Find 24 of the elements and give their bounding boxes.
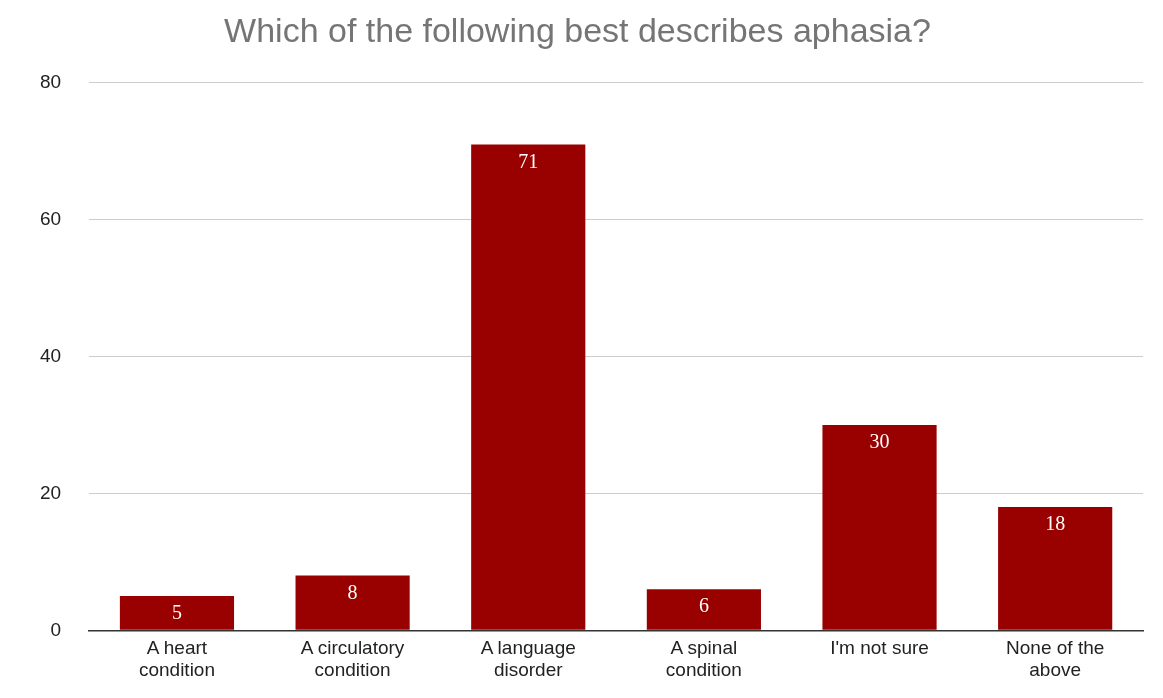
x-tick-label: A spinal condition <box>665 637 742 681</box>
bar <box>471 144 586 630</box>
bar <box>646 589 761 630</box>
y-tick-label: 60 <box>39 207 62 229</box>
data-label: 18 <box>1045 512 1066 535</box>
y-tick-label: 20 <box>39 481 62 503</box>
data-label: 30 <box>869 430 890 453</box>
data-label: 71 <box>518 149 539 172</box>
y-tick-label: 80 <box>39 71 62 93</box>
x-tick-label: None of the above <box>1006 637 1105 681</box>
x-tick-label: I'm not sure <box>830 637 929 659</box>
data-label: 8 <box>347 580 358 603</box>
bar <box>998 507 1113 630</box>
bar <box>822 424 937 630</box>
y-tick-label: 0 <box>50 618 62 640</box>
bar <box>295 575 410 630</box>
x-tick-label: A heart condition <box>138 637 215 681</box>
data-label: 6 <box>698 594 709 617</box>
y-tick-label: 40 <box>39 344 62 366</box>
bar <box>119 596 235 630</box>
data-label: 5 <box>171 601 182 624</box>
chart-title: Which of the following best describes aphasia? <box>224 10 931 49</box>
x-tick-label: A language disorder <box>480 637 576 681</box>
x-tick-label: A circulatory condition <box>300 637 405 681</box>
